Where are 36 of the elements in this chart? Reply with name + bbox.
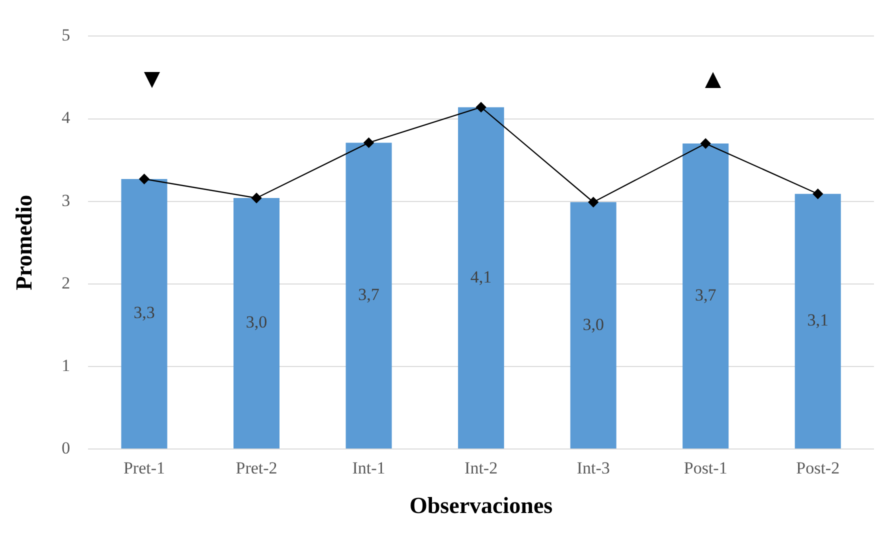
point — [700, 138, 711, 149]
data-label: 3,0 — [582, 314, 604, 334]
x-tick-label: Int-1 — [352, 458, 386, 478]
point — [139, 174, 150, 184]
y-tick-label: 4 — [62, 108, 71, 128]
bar — [121, 179, 168, 448]
y-tick-label: 2 — [62, 273, 70, 292]
x-tick-label: Pret-1 — [123, 458, 166, 478]
x-axis-title: Observaciones — [409, 493, 553, 518]
bar — [794, 194, 841, 448]
data-label: 4,1 — [470, 267, 492, 286]
data-label: 3,0 — [246, 312, 268, 332]
y-tick-label: 5 — [62, 26, 70, 45]
x-tick-label: Pret-2 — [236, 458, 278, 478]
point — [364, 138, 374, 148]
point — [588, 197, 598, 208]
point — [251, 192, 262, 204]
y-tick-label: 1 — [62, 356, 70, 375]
y-axis-title: Promedio — [12, 194, 37, 290]
y-tick-label: 3 — [62, 190, 70, 210]
y-tick-label: 0 — [62, 438, 70, 458]
point — [476, 102, 486, 112]
x-tick-label: Int-3 — [576, 458, 610, 478]
data-label: 3,7 — [358, 285, 380, 304]
data-label: 3,1 — [807, 310, 828, 330]
x-tick-label: Int-2 — [464, 458, 498, 478]
bar — [233, 198, 280, 448]
data-label: 3,3 — [134, 303, 155, 322]
bar — [570, 202, 616, 448]
bar — [458, 107, 504, 448]
x-tick-label: Post-2 — [796, 458, 840, 478]
bar — [346, 142, 392, 448]
point — [812, 188, 823, 199]
bar — [682, 144, 729, 448]
data-label: 3,7 — [694, 285, 717, 304]
x-tick-label: Post-1 — [684, 458, 728, 478]
